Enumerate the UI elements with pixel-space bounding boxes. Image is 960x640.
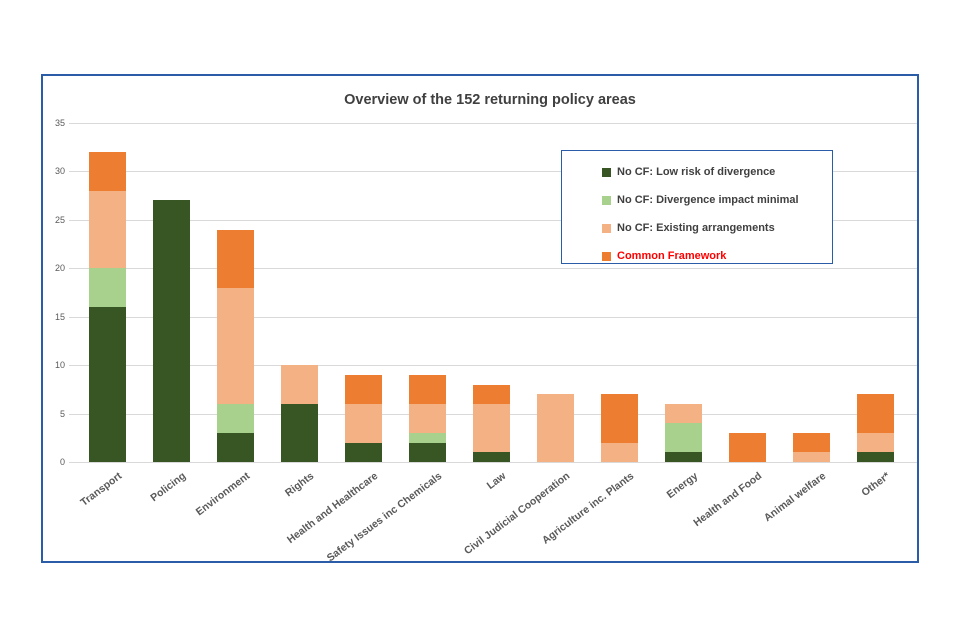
bar-segment <box>344 374 382 404</box>
bar-segment <box>728 432 766 462</box>
y-tick-label: 15 <box>54 311 65 322</box>
legend-label: No CF: Low risk of divergence <box>617 166 776 178</box>
legend-swatch <box>602 195 611 205</box>
legend-label: Common Framework <box>617 250 727 262</box>
bar-segment <box>664 403 702 424</box>
bar-segment <box>88 268 126 308</box>
bar-segment <box>856 452 894 462</box>
gridline <box>69 171 917 173</box>
bar-segment <box>536 394 574 462</box>
plot-area: 0 5 10 15 20 25 30 35 Transport Policing Environme… <box>43 76 917 564</box>
gridline <box>69 219 917 221</box>
bar-segment <box>792 432 830 453</box>
bar-segment <box>216 403 254 433</box>
legend-label: No CF: Existing arrangements <box>617 222 775 234</box>
bar-segment <box>600 394 638 443</box>
y-tick-label: 5 <box>59 408 65 419</box>
bar-segment <box>472 452 510 462</box>
legend-item: No CF: Divergence impact minimal <box>602 186 832 214</box>
bar-segment <box>408 432 446 443</box>
legend-item: Common Framework <box>602 242 832 270</box>
y-tick-label: 25 <box>54 214 65 225</box>
bar-segment <box>664 423 702 453</box>
bar-segment <box>88 307 126 462</box>
chart-frame: Overview of the 152 returning policy are… <box>41 74 919 564</box>
bar-segment <box>216 287 254 404</box>
bar-segment <box>344 442 382 462</box>
bar-segment <box>472 403 510 453</box>
bar-segment <box>344 403 382 443</box>
bar-segment <box>280 403 318 462</box>
legend-label: No CF: Divergence impact minimal <box>617 194 799 206</box>
legend-item: No CF: Existing arrangements <box>602 214 832 242</box>
bar-segment <box>88 152 126 191</box>
gridline <box>69 268 917 270</box>
gridline <box>69 365 917 367</box>
y-tick-label: 0 <box>59 457 65 467</box>
gridline <box>69 316 917 318</box>
chart-title: Overview of the 152 returning policy are… <box>344 92 636 108</box>
legend-swatch <box>602 251 611 261</box>
y-tick-label: 35 <box>54 118 65 128</box>
legend-swatch <box>602 167 611 177</box>
bar-segment <box>792 452 830 462</box>
bar-segment <box>88 190 126 269</box>
bar-segment <box>856 432 894 453</box>
legend-item: No CF: Low risk of divergence <box>602 158 832 186</box>
legend: No CF: Low risk of divergence No CF: Dive… <box>561 150 833 264</box>
bar-segment <box>408 442 446 462</box>
bar-segment <box>152 200 190 462</box>
y-tick-label: 20 <box>54 263 65 274</box>
y-tick-label: 10 <box>54 360 65 371</box>
bar-segment <box>280 365 318 404</box>
legend-swatch <box>602 223 611 233</box>
gridline <box>69 462 917 463</box>
y-tick-label: 30 <box>54 166 65 177</box>
bar-segment <box>408 403 446 433</box>
bar-segment <box>664 452 702 462</box>
bar-segment <box>408 374 446 404</box>
bar-segment <box>600 442 638 462</box>
bar-segment <box>216 432 254 462</box>
bar-segment <box>216 229 254 288</box>
bar-segment <box>472 384 510 404</box>
bar-segment <box>856 394 894 433</box>
gridline <box>69 123 917 124</box>
